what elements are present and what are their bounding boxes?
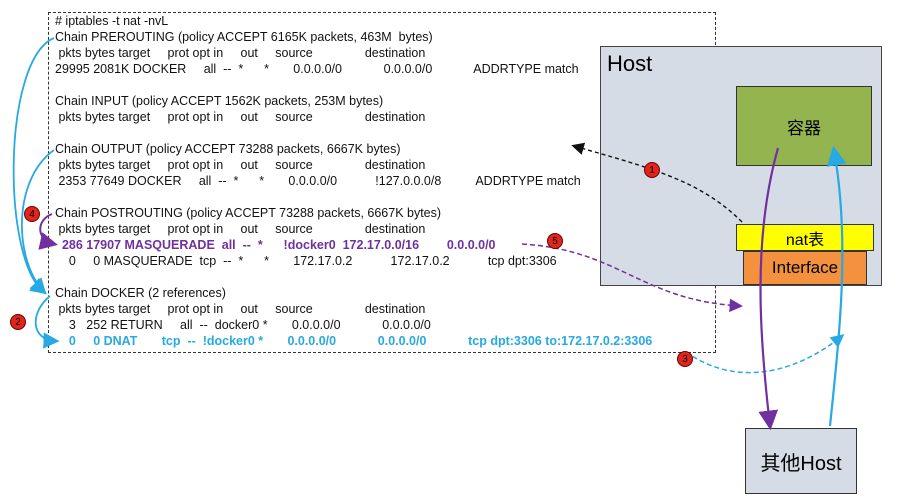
prerouting-rule: 29995 2081K DOCKER all -- * * 0.0.0.0/0 … [55,62,579,76]
prerouting-header: Chain PREROUTING (policy ACCEPT 6165K pa… [55,30,433,44]
docker-return-rule: 3 252 RETURN all -- docker0 * 0.0.0.0/0 … [55,318,431,332]
prerouting-to-docker-arrow [12,37,55,295]
step-badge-5: 5 [547,233,563,249]
step-badge-2: 2 [10,314,26,330]
container-to-other-host-arrow [758,147,780,431]
output-header: Chain OUTPUT (policy ACCEPT 73288 packet… [55,142,401,156]
other-host-label: 其他Host [760,452,842,475]
interface-box: Interface [743,251,867,285]
input-columns: pkts bytes target prot opt in out source… [55,110,426,124]
postrouting-columns: pkts bytes target prot opt in out source… [55,222,426,236]
postrouting-header: Chain POSTROUTING (policy ACCEPT 73288 p… [55,206,442,220]
masquerade-to-interface-arrow [521,243,743,313]
other-host-box: 其他Host [745,428,857,494]
output-rule: 2353 77649 DOCKER all -- * * 0.0.0.0/0 !… [55,174,581,188]
docker-header: Chain DOCKER (2 references) [55,286,226,300]
nat-to-terminal-arrow [571,142,743,223]
host-label: Host [607,51,653,76]
terminal-line-command: # iptables -t nat -nvL [55,14,169,28]
output-columns: pkts bytes target prot opt in out source… [55,158,426,172]
docker-dnat-rule: 0 0 DNAT tcp -- !docker0 * 0.0.0.0/0 0.0… [55,334,653,348]
postrouting-masquerade-rule: 286 17907 MASQUERADE all -- * !docker0 1… [55,238,496,252]
postrouting-to-masquerade-arrow [38,213,58,250]
postrouting-rule-2: 0 0 MASQUERADE tcp -- * * 172.17.0.2 172… [55,254,557,268]
step-badge-1: 1 [644,162,660,178]
container-label: 容器 [787,118,821,138]
step-badge-4: 4 [24,206,40,222]
nat-table-box: nat表 [736,224,874,251]
prerouting-columns: pkts bytes target prot opt in out source… [55,46,426,60]
other-host-to-container-arrow [826,145,847,427]
step-badge-3: 3 [677,351,693,367]
input-header: Chain INPUT (policy ACCEPT 1562K packets… [55,94,384,108]
docker-columns: pkts bytes target prot opt in out source… [55,302,426,316]
container-box: 容器 [736,86,872,166]
output-to-docker-arrow [21,149,55,295]
interface-label: Interface [771,258,839,277]
docker-to-dnat-arrow [34,295,60,349]
nat-table-label: nat表 [785,231,825,249]
